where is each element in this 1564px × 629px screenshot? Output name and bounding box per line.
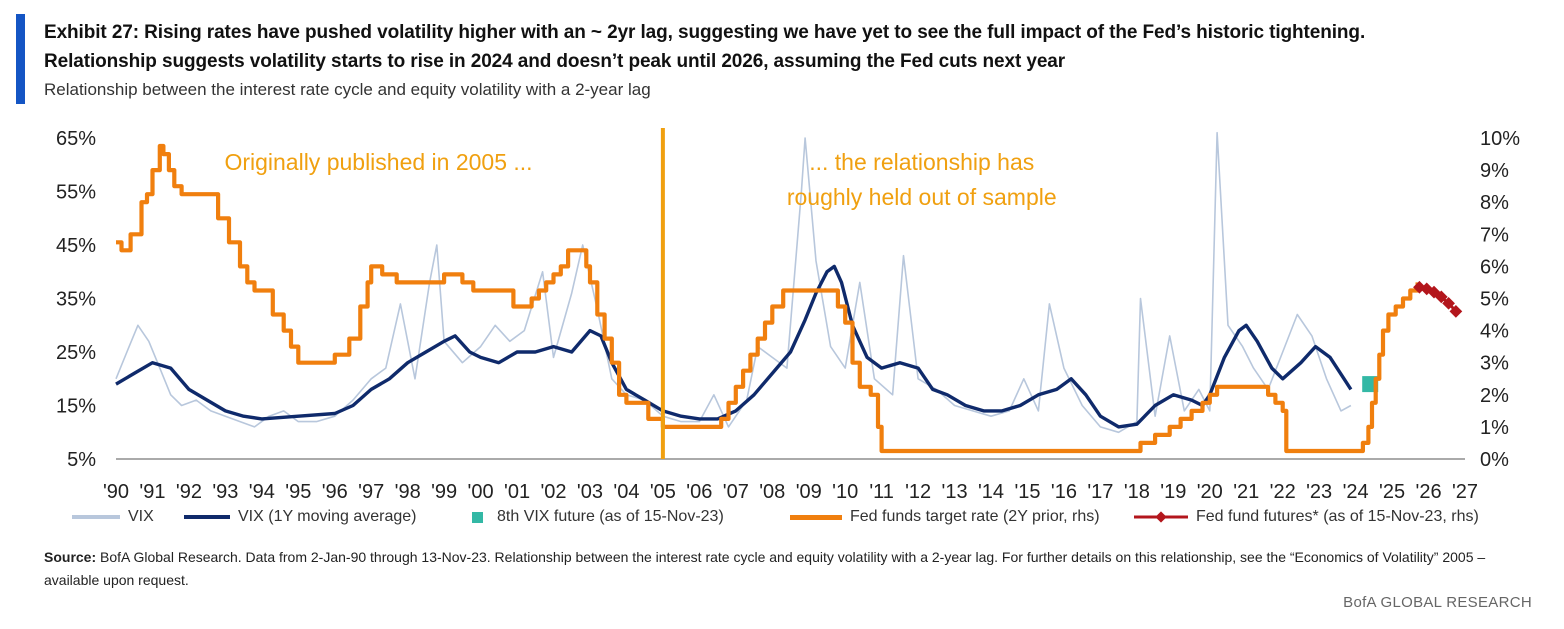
x-tick-label: '23 [1306, 481, 1332, 503]
y-right-tick-label: 5% [1480, 289, 1509, 311]
y-right-tick-label: 6% [1480, 256, 1509, 278]
x-tick-label: '27 [1452, 481, 1478, 503]
legend-swatch-fed-futures [1134, 511, 1188, 523]
x-tick-label: '99 [431, 481, 457, 503]
y-left-tick-label: 25% [56, 342, 96, 364]
x-tick-label: '11 [869, 481, 894, 503]
annotation-out-of-sample: roughly held out of sample [787, 184, 1057, 210]
legend-item-vix-future: 8th VIX future (as of 15-Nov-23) [472, 508, 724, 526]
x-tick-label: '15 [1014, 481, 1040, 503]
x-tick-label: '93 [212, 481, 238, 503]
accent-bar [16, 14, 25, 104]
x-tick-label: '03 [577, 481, 603, 503]
legend-label-vix-future: 8th VIX future (as of 15-Nov-23) [497, 508, 724, 525]
y-right-tick-label: 0% [1480, 449, 1509, 471]
y-left-tick-label: 55% [56, 182, 96, 204]
x-tick-label: '07 [723, 481, 749, 503]
vix-1y-moving-average-line [115, 264, 1353, 429]
annotation-relationship: ... the relationship has [809, 149, 1034, 175]
x-tick-label: '97 [358, 481, 384, 503]
brand-footer: BofA GLOBAL RESEARCH [1343, 594, 1532, 611]
title-line-1: Exhibit 27: Rising rates have pushed vol… [44, 22, 1366, 43]
x-tick-label: '98 [395, 481, 421, 503]
x-tick-label: '04 [613, 481, 639, 503]
fed-funds-target-rate-2y-prior-rhs-line [116, 143, 1420, 454]
x-tick-label: '24 [1343, 481, 1369, 503]
x-tick-label: '01 [504, 481, 530, 503]
y-left-tick-label: 45% [56, 235, 96, 257]
legend-label-vix: VIX [128, 508, 154, 525]
x-tick-label: '21 [1233, 481, 1259, 503]
y-right-tick-label: 1% [1480, 417, 1509, 439]
x-tick-label: '16 [1051, 481, 1077, 503]
y-left-tick-label: 35% [56, 289, 96, 311]
y-right-tick-label: 10% [1480, 128, 1520, 150]
x-tick-label: '09 [796, 481, 822, 503]
legend-swatch-vix-future [472, 511, 483, 523]
x-tick-label: '19 [1160, 481, 1186, 503]
x-tick-label: '13 [942, 481, 968, 503]
y-left-tick-label: 5% [67, 449, 96, 471]
x-tick-label: '91 [139, 481, 165, 503]
legend-swatch-vix [72, 515, 120, 519]
y-right-tick-label: 2% [1480, 385, 1509, 407]
title-line-2: Relationship suggests volatility starts … [44, 51, 1066, 72]
x-tick-label: '92 [176, 481, 202, 503]
legend-item-vix: VIX [72, 508, 154, 526]
vix-line [115, 131, 1352, 434]
y-left-tick-label: 15% [56, 396, 96, 418]
legend-label-fed-futures: Fed fund futures* (as of 15-Nov-23, rhs) [1196, 508, 1479, 525]
x-tick-label: '90 [103, 481, 129, 503]
legend-item-fed-futures: Fed fund futures* (as of 15-Nov-23, rhs) [1134, 508, 1479, 526]
x-tick-label: '08 [759, 481, 785, 503]
legend-swatch-fed-funds [790, 514, 842, 520]
y-left-tick-label: 65% [56, 128, 96, 150]
x-tick-label: '95 [285, 481, 311, 503]
y-right-tick-label: 8% [1480, 192, 1509, 214]
x-tick-label: '20 [1197, 481, 1223, 503]
y-right-tick-label: 7% [1480, 224, 1509, 246]
y-right-tick-label: 3% [1480, 353, 1509, 375]
y-right-tick-label: 4% [1480, 321, 1509, 343]
x-tick-label: '94 [249, 481, 275, 503]
exhibit-subtitle: Relationship between the interest rate c… [44, 80, 651, 99]
x-tick-label: '12 [905, 481, 931, 503]
annotation-original: Originally published in 2005 ... [224, 149, 532, 175]
exhibit-title: Exhibit 27: Rising rates have pushed vol… [44, 18, 1365, 76]
x-tick-label: '26 [1416, 481, 1442, 503]
x-tick-label: '10 [832, 481, 858, 503]
legend-item-fed-funds: Fed funds target rate (2Y prior, rhs) [790, 508, 1100, 526]
x-tick-label: '22 [1270, 481, 1296, 503]
x-tick-label: '05 [650, 481, 676, 503]
source-text: BofA Global Research. Data from 2-Jan-90… [44, 549, 1486, 588]
legend-item-vix-ma: VIX (1Y moving average) [184, 508, 416, 526]
source-label: Source: [44, 549, 97, 565]
legend-label-vix-ma: VIX (1Y moving average) [238, 508, 417, 525]
x-tick-label: '00 [468, 481, 494, 503]
x-tick-label: '02 [540, 481, 566, 503]
x-tick-label: '14 [978, 481, 1004, 503]
y-right-tick-label: 9% [1480, 160, 1509, 182]
x-tick-label: '06 [686, 481, 712, 503]
x-tick-label: '18 [1124, 481, 1150, 503]
x-tick-label: '17 [1087, 481, 1113, 503]
x-tick-label: '96 [322, 481, 348, 503]
legend-swatch-vix-ma [184, 515, 230, 519]
legend-label-fed-funds: Fed funds target rate (2Y prior, rhs) [850, 508, 1100, 525]
x-tick-label: '25 [1379, 481, 1405, 503]
source-note: Source: BofA Global Research. Data from … [44, 546, 1534, 592]
